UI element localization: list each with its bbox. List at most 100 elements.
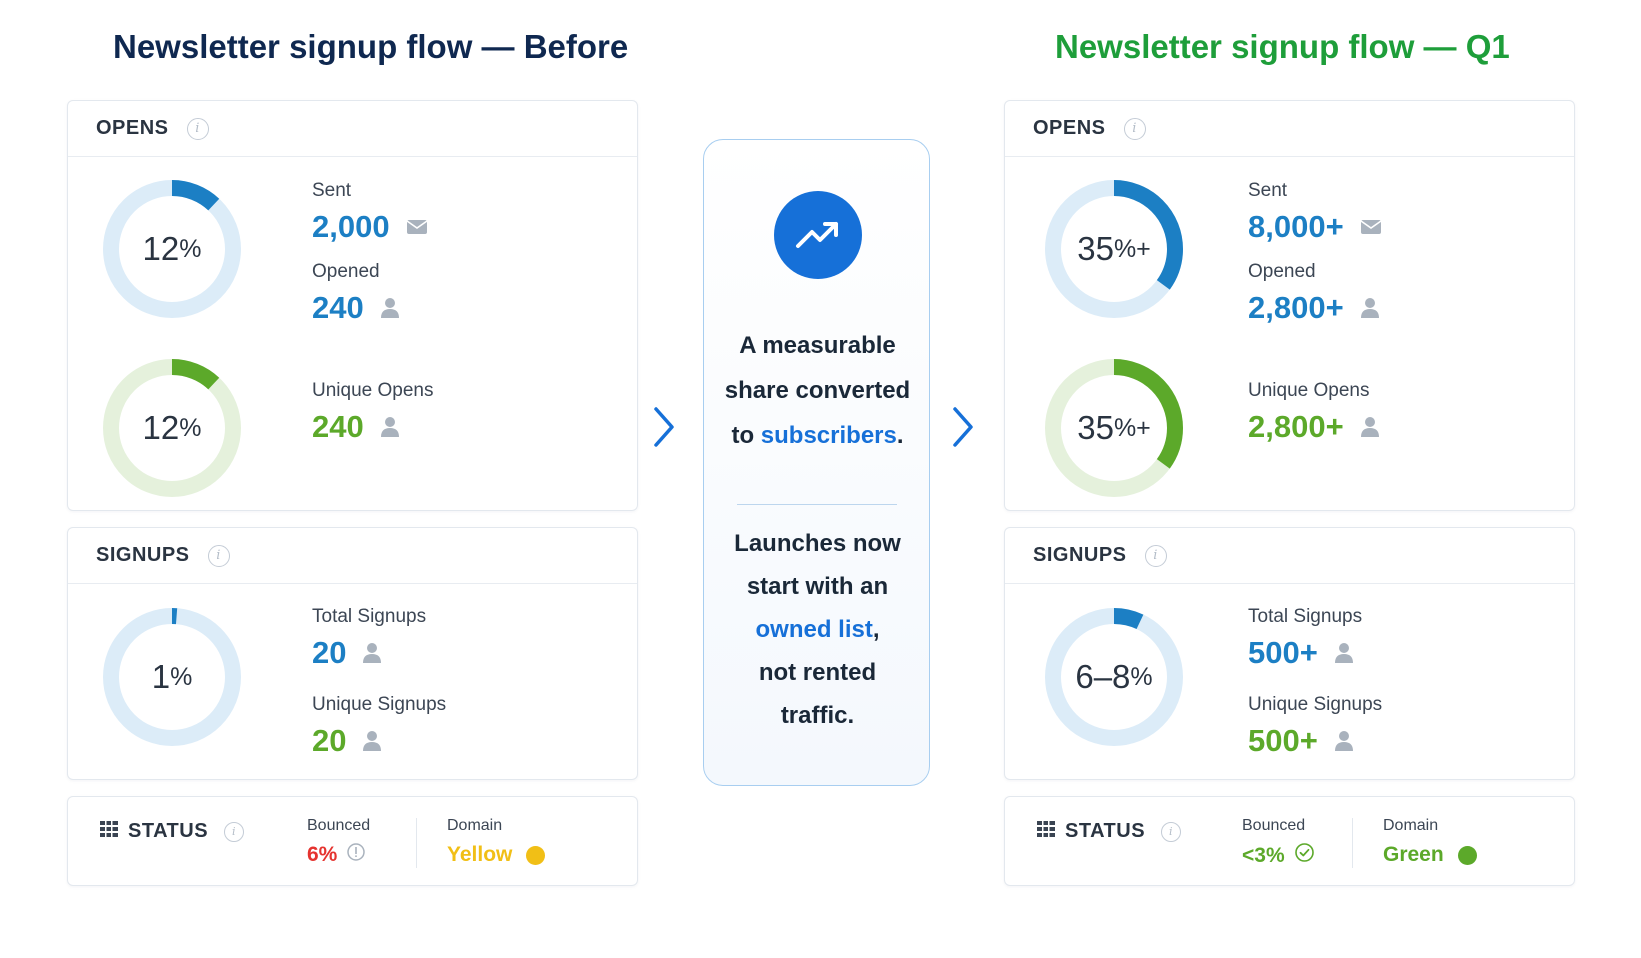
chevron-right-icon	[953, 407, 973, 447]
after-unique-opens-ring: 35 %+	[1041, 355, 1187, 501]
status-divider	[1352, 818, 1353, 868]
donut-ring	[103, 608, 241, 746]
insight-line: not rented	[758, 659, 877, 686]
insight-card: A measurable share converted to subscrib…	[703, 139, 930, 786]
ring-value: 35	[1077, 230, 1114, 267]
ring-unit: %+	[1113, 234, 1151, 263]
before-signups-ring: 1%	[99, 604, 245, 750]
person-icon	[362, 730, 382, 752]
envelope-icon	[406, 219, 428, 235]
domain-text: Green	[1383, 843, 1444, 866]
info-icon[interactable]: i	[224, 821, 245, 842]
after-sent-value: 8,000+	[1248, 209, 1382, 245]
after-signups-header: SIGNUPS i	[1005, 528, 1574, 584]
ring-progress-arc	[103, 180, 241, 318]
ring-value: 12	[142, 230, 180, 267]
before-opens-header: OPENS i	[68, 101, 637, 157]
after-unique-opens-value: 2,800+	[1248, 409, 1380, 445]
alert-icon	[347, 843, 366, 867]
ring-value: 12	[142, 409, 180, 446]
person-icon	[380, 416, 400, 438]
person-icon	[362, 642, 382, 664]
status-divider	[416, 818, 417, 868]
person-icon	[1334, 730, 1354, 752]
insight-text: to	[731, 422, 761, 449]
after-domain-label: Domain	[1383, 817, 1439, 834]
before-total-signups-value: 20	[312, 635, 382, 671]
ring-unit: %	[170, 662, 193, 691]
insight-line: share converted	[724, 377, 911, 404]
bounced-number: <3%	[1242, 843, 1285, 867]
after-domain-value: Green	[1383, 843, 1477, 867]
ring-progress-arc	[1045, 180, 1183, 318]
after-opened-value: 2,800+	[1248, 290, 1380, 326]
after-signups-header-label: SIGNUPS	[1033, 544, 1127, 566]
check-circle-icon	[1294, 843, 1314, 868]
ring-unit: %	[1130, 662, 1153, 691]
insight-line: traffic.	[780, 702, 855, 729]
donut-ring	[1045, 359, 1183, 497]
ring-value: 1	[151, 658, 171, 695]
ring-progress-arc	[103, 608, 241, 746]
before-unique-signups-label: Unique Signups	[312, 694, 447, 715]
chevron-right-icon	[654, 407, 674, 447]
before-opens-header-label: OPENS	[96, 117, 169, 139]
info-icon[interactable]: i	[207, 544, 230, 567]
before-sent-label: Sent	[312, 180, 352, 201]
status-label: STATUS	[128, 820, 209, 842]
info-icon[interactable]: i	[186, 117, 209, 140]
metric-number: 500+	[1248, 723, 1318, 758]
person-icon	[1360, 297, 1380, 319]
before-bounced-value: 6%	[307, 843, 366, 867]
before-unique-opens-label: Unique Opens	[312, 380, 434, 401]
insight-text-top: A measurable share converted to subscrib…	[704, 323, 931, 458]
insight-line: A measurable	[739, 332, 896, 359]
metric-number: 500+	[1248, 635, 1318, 670]
ring-unit: %	[179, 413, 202, 442]
info-icon[interactable]: i	[1161, 821, 1182, 842]
ring-unit: %	[179, 234, 202, 263]
before-sent-value: 2,000	[312, 209, 428, 245]
donut-ring	[1045, 180, 1183, 318]
insight-divider	[737, 504, 897, 505]
status-dot-icon	[526, 845, 546, 865]
before-total-signups-label: Total Signups	[312, 606, 427, 627]
before-opens-ring: 12%	[99, 176, 245, 322]
after-opened-label: Opened	[1248, 261, 1316, 282]
insight-text: ,	[872, 616, 880, 643]
ring-progress-arc	[1045, 359, 1183, 497]
metric-number: 8,000+	[1248, 209, 1344, 244]
after-unique-opens-label: Unique Opens	[1248, 380, 1370, 401]
bounced-number: 6%	[307, 843, 338, 866]
after-total-signups-label: Total Signups	[1248, 606, 1363, 627]
before-signups-header: SIGNUPS i	[68, 528, 637, 584]
before-status-header: STATUS i	[100, 820, 245, 843]
metric-number: 240	[312, 409, 364, 444]
insight-text-bottom: Launches now start with an owned list, n…	[704, 522, 931, 737]
before-opened-label: Opened	[312, 261, 380, 282]
before-domain-value: Yellow	[447, 843, 546, 867]
trending-up-icon	[774, 191, 862, 279]
ring-value: 35	[1077, 409, 1114, 446]
insight-text: .	[896, 422, 904, 449]
before-title: Newsletter signup flow — Before	[113, 28, 629, 65]
insight-line: to subscribers.	[704, 413, 931, 458]
after-unique-signups-value: 500+	[1248, 723, 1354, 759]
metric-number: 20	[312, 723, 347, 758]
metric-number: 2,800+	[1248, 409, 1344, 444]
info-icon[interactable]: i	[1123, 117, 1146, 140]
info-icon[interactable]: i	[1144, 544, 1167, 567]
status-label: STATUS	[1065, 820, 1146, 842]
table-icon	[1037, 820, 1055, 843]
before-unique-opens-value: 240	[312, 409, 400, 445]
donut-ring	[1045, 608, 1183, 746]
after-opens-ring: 35 %+	[1041, 176, 1187, 322]
after-opens-header: OPENS i	[1005, 101, 1574, 157]
donut-ring	[103, 359, 241, 497]
after-opens-header-label: OPENS	[1033, 117, 1106, 139]
insight-highlight: owned list	[755, 616, 873, 643]
metric-number: 20	[312, 635, 347, 670]
person-icon	[1360, 416, 1380, 438]
domain-text: Yellow	[447, 843, 513, 866]
before-signups-header-label: SIGNUPS	[96, 544, 190, 566]
